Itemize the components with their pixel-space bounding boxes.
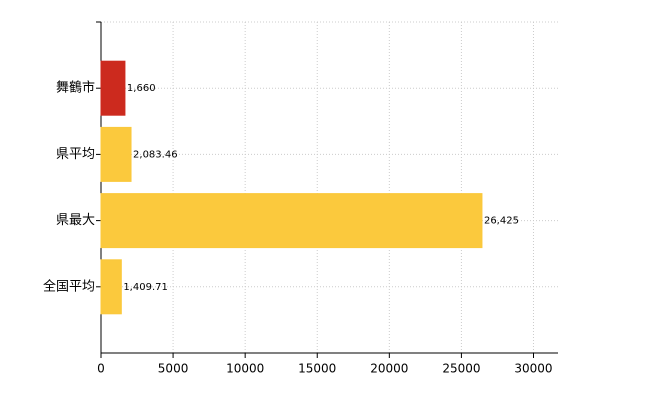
y-tick-label: 県平均 [56,147,95,162]
value-label: 26,425 [484,216,519,227]
value-label: 2,083.46 [133,149,178,160]
x-tick-label: 0 [97,362,105,376]
value-label: 1,409.71 [123,282,168,293]
bar [100,259,122,315]
x-tick-label: 30000 [514,362,552,376]
x-tick-label: 10000 [226,362,264,376]
x-tick-label: 25000 [442,362,480,376]
x-tick-label: 20000 [370,362,408,376]
bar [100,193,483,249]
y-tick-label: 全国平均 [43,278,95,294]
y-tick-label: 県最大 [56,213,95,228]
value-label: 1,660 [127,83,156,94]
x-tick-label: 15000 [298,362,336,376]
bar [100,60,126,116]
bar [100,126,132,182]
y-tick-label: 舞鶴市 [56,80,95,96]
x-tick-label: 5000 [158,362,189,376]
